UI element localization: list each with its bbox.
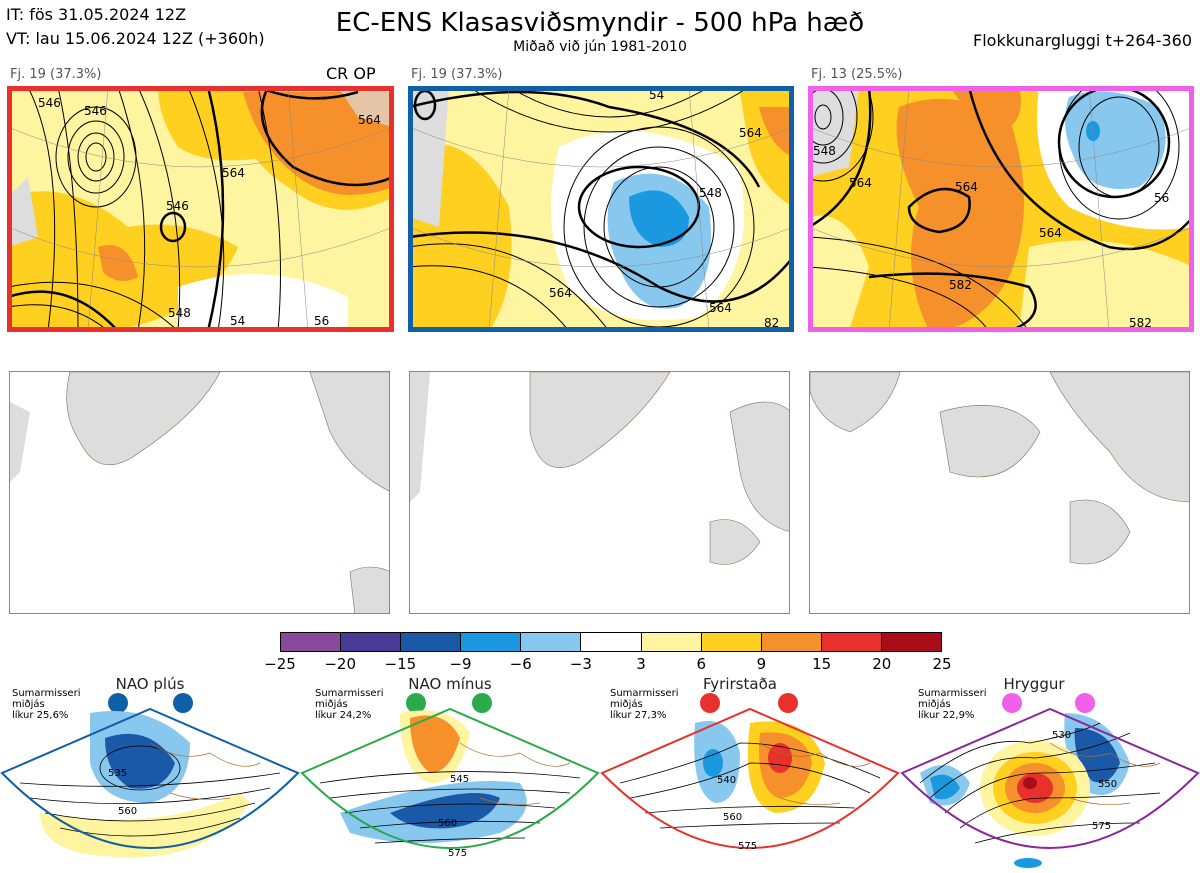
valid-time: VT: lau 15.06.2024 12Z (+360h): [6, 29, 265, 48]
contour-label: 582: [1129, 316, 1152, 330]
panel-1-label: Fj. 19 (37.3%): [10, 67, 102, 82]
colorbar-tick-label: 6: [696, 655, 707, 673]
colorbar-swatch: [761, 633, 822, 651]
contour-label: 548: [168, 306, 191, 320]
colorbar-tick-label: −20: [324, 655, 356, 673]
colorbar-tick-label: −9: [449, 655, 472, 673]
regime-name: Fyrirstaða: [703, 675, 777, 693]
colorbar-tick-label: 9: [756, 655, 767, 673]
regime-marker-dot: [406, 693, 426, 713]
contour-label: 550: [1098, 779, 1117, 790]
colorbar-tick-label: 20: [872, 655, 892, 673]
classification-window: Flokkunargluggi t+264-360: [973, 31, 1192, 50]
contour-label: 564: [222, 166, 245, 180]
cluster-map-3: 548 564 564 564 582 582 56: [809, 87, 1193, 331]
contour-label: 56: [314, 314, 329, 328]
regime-blocking: Fyrirstaða Sumarmisseri miðjás líkur 27,3%…: [600, 675, 900, 871]
contour-label: 564: [358, 113, 381, 127]
contour-label: 564: [709, 301, 732, 315]
contour-label: 582: [949, 278, 972, 292]
colorbar-tick-label: −6: [509, 655, 532, 673]
contour-label: 546: [84, 104, 107, 118]
colorbar-tick-label: −3: [569, 655, 592, 673]
colorbar-swatch: [881, 633, 942, 651]
contour-label: 545: [450, 774, 469, 785]
contour-label: 548: [813, 144, 836, 158]
regime-info: Sumarmisseri miðjás líkur 22,9%: [918, 688, 987, 721]
colorbar-swatch: [821, 633, 882, 651]
colorbar-tick-label: 25: [932, 655, 952, 673]
regime-marker-dot: [1002, 693, 1022, 713]
contour-label: 82: [764, 316, 779, 330]
colorbar-swatch: [281, 633, 342, 651]
colorbar-tick-label: −15: [384, 655, 417, 673]
contour-label: 564: [1039, 226, 1062, 240]
contour-label: 535: [108, 768, 127, 779]
anomaly-colorbar: [280, 632, 942, 652]
regime-marker-dot: [778, 693, 798, 713]
regime-marker-dot: [173, 693, 193, 713]
regime-marker-dot: [108, 693, 128, 713]
panel-3-label: Fj. 13 (25.5%): [811, 67, 903, 82]
colorbar-swatch: [581, 633, 642, 651]
colorbar-tick-label: 15: [812, 655, 832, 673]
regime-nao-plus: NAO plús Sumarmisseri miðjás líkur 25,6% 5…: [0, 675, 300, 871]
contour-label: 548: [699, 186, 722, 200]
regime-name: Hryggur: [1003, 675, 1065, 693]
regime-marker-dot: [1075, 693, 1095, 713]
regime-marker-dot: [472, 693, 492, 713]
empty-map-1: [9, 371, 390, 614]
regime-nao-minus: NAO mínus Sumarmisseri miðjás líkur 24,2% …: [300, 675, 600, 871]
colorbar-swatch: [461, 633, 522, 651]
contour-label: 560: [723, 812, 742, 823]
regime-info: Sumarmisseri miðjás líkur 27,3%: [610, 688, 679, 721]
empty-map-3: [809, 371, 1190, 614]
initial-time: IT: fös 31.05.2024 12Z: [6, 5, 187, 24]
panel-1-tag: CR OP: [326, 64, 376, 83]
contour-label: 540: [717, 775, 736, 786]
regime-ridge: Hryggur Sumarmisseri miðjás líkur 22,9%: [900, 675, 1200, 871]
contour-label: 546: [166, 199, 189, 213]
contour-label: 546: [38, 96, 61, 110]
contour-label: 575: [738, 841, 757, 852]
regime-name: NAO mínus: [408, 675, 492, 693]
contour-label: 575: [1092, 821, 1111, 832]
contour-label: 560: [438, 818, 457, 829]
contour-label: 54: [649, 88, 664, 102]
page-subtitle: Miðað við jún 1981-2010: [513, 39, 687, 55]
empty-map-2: [409, 371, 790, 614]
colorbar-swatch: [701, 633, 762, 651]
colorbar-swatch: [641, 633, 702, 651]
regime-info: Sumarmisseri miðjás líkur 24,2%: [315, 688, 384, 721]
contour-label: 54: [230, 314, 245, 328]
colorbar-tick-label: 3: [636, 655, 646, 673]
regime-marker-dot: [700, 693, 720, 713]
colorbar-swatch: [401, 633, 462, 651]
contour-label: 560: [118, 806, 137, 817]
contour-label: 56: [1154, 191, 1169, 205]
contour-label: 575: [448, 848, 467, 859]
contour-label: 564: [849, 176, 872, 190]
panel-2-label: Fj. 19 (37.3%): [411, 67, 503, 82]
page-title: EC-ENS Klasasviðsmyndir - 500 hPa hæð: [335, 8, 865, 38]
colorbar-tick-label: −25: [264, 655, 296, 673]
contour-label: 564: [955, 180, 978, 194]
contour-label: 530: [1052, 730, 1071, 741]
cluster-map-1: 564 546 546 564 546 54 56 548: [8, 87, 393, 331]
colorbar-swatch: [521, 633, 582, 651]
colorbar-swatch: [341, 633, 402, 651]
contour-label: 564: [739, 126, 762, 140]
regime-name: NAO plús: [115, 675, 185, 693]
regime-info: Sumarmisseri miðjás líkur 25,6%: [12, 688, 81, 721]
cluster-map-2: 54 564 548 564 564 82: [409, 87, 793, 331]
contour-label: 564: [549, 286, 572, 300]
